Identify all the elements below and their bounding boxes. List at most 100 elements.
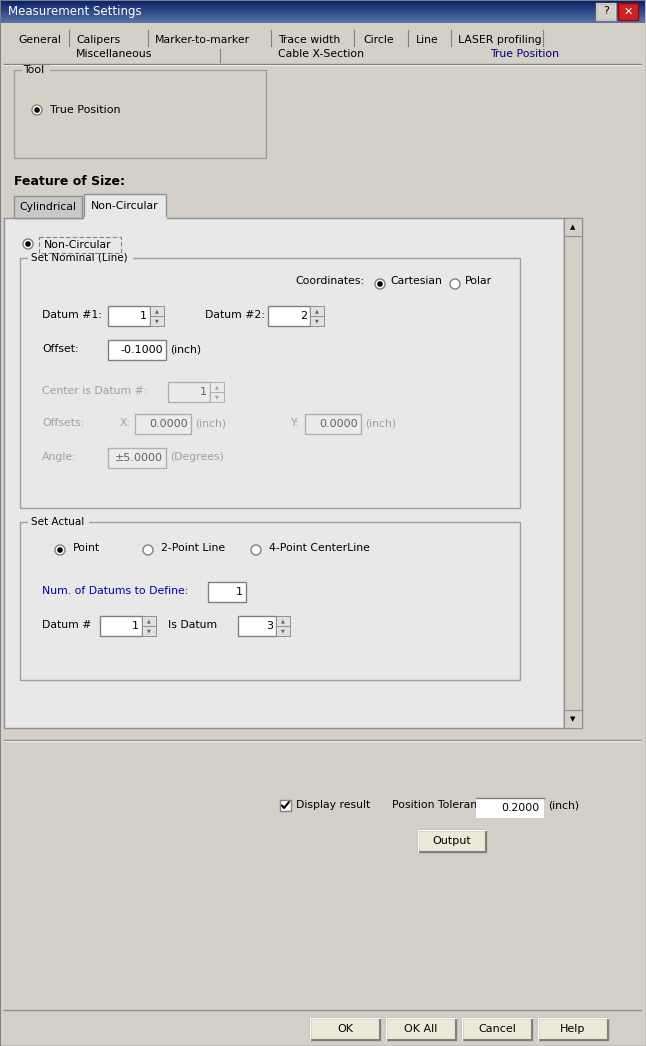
Bar (564, 710, 582, 728)
Text: 3: 3 (266, 621, 273, 631)
Bar (208, 582, 246, 602)
Text: Cable X-Section: Cable X-Section (278, 49, 364, 59)
Text: 2-Point Line: 2-Point Line (161, 543, 225, 553)
Text: General: General (18, 35, 61, 45)
Bar (20, 522, 520, 680)
Text: Display result: Display result (296, 800, 370, 810)
Bar (20, 258, 520, 508)
Text: 1: 1 (200, 387, 207, 397)
Text: OK All: OK All (404, 1024, 438, 1034)
Bar (210, 392, 224, 402)
Circle shape (23, 238, 33, 249)
Bar (14, 70, 266, 158)
Text: Feature of Size:: Feature of Size: (14, 175, 125, 188)
Bar (564, 218, 582, 728)
Circle shape (55, 545, 65, 555)
Circle shape (32, 105, 42, 115)
Bar (210, 382, 224, 392)
Text: 1: 1 (132, 621, 139, 631)
Text: Circle: Circle (363, 35, 393, 45)
Bar (150, 306, 164, 316)
Text: ±5.0000: ±5.0000 (115, 453, 163, 463)
Text: ?: ? (603, 6, 609, 17)
Text: ▼: ▼ (570, 717, 576, 722)
Text: ▲: ▲ (147, 618, 151, 623)
Text: ▲: ▲ (315, 309, 319, 314)
Text: Calipers: Calipers (76, 35, 120, 45)
Text: Datum #1:: Datum #1: (42, 310, 102, 320)
Bar (268, 306, 310, 326)
Text: ▼: ▼ (315, 318, 319, 323)
Bar (142, 626, 156, 636)
Text: Offsets:: Offsets: (42, 418, 84, 428)
Text: (inch): (inch) (548, 800, 579, 810)
Text: (inch): (inch) (365, 418, 396, 428)
Text: ▼: ▼ (215, 394, 219, 400)
Bar (14, 196, 82, 218)
Text: Non-Circular: Non-Circular (44, 240, 112, 250)
Circle shape (375, 279, 385, 289)
Text: Tool: Tool (23, 65, 44, 75)
Bar (39, 237, 121, 253)
Text: Output: Output (433, 836, 472, 846)
Bar (108, 448, 166, 468)
Bar (168, 382, 210, 402)
Text: ▲: ▲ (215, 385, 219, 389)
Bar (618, 3, 638, 20)
Bar (310, 316, 324, 326)
Bar (305, 414, 361, 434)
Bar (28, 253, 133, 263)
Text: Center is Datum #:: Center is Datum #: (42, 386, 147, 396)
Text: OK: OK (337, 1024, 353, 1034)
Text: Coordinates:: Coordinates: (295, 276, 364, 286)
Text: Num. of Datums to Define:: Num. of Datums to Define: (42, 586, 189, 596)
Text: ▼: ▼ (281, 629, 285, 634)
Circle shape (251, 545, 261, 555)
Bar (22, 65, 50, 75)
Circle shape (450, 279, 460, 289)
Text: ▲: ▲ (570, 224, 576, 230)
Text: (Degrees): (Degrees) (170, 452, 224, 462)
Text: 0.0000: 0.0000 (149, 419, 188, 429)
Text: ▲: ▲ (155, 309, 159, 314)
Bar (280, 800, 291, 811)
Text: (inch): (inch) (170, 344, 201, 354)
Text: (inch): (inch) (195, 418, 226, 428)
Text: 0.0000: 0.0000 (319, 419, 358, 429)
Text: Set Nominal (Line): Set Nominal (Line) (31, 253, 128, 263)
Text: Y:: Y: (290, 418, 298, 428)
Bar (596, 3, 616, 20)
Text: 1: 1 (140, 311, 147, 321)
Bar (4, 218, 564, 728)
Bar (310, 1018, 380, 1040)
Text: Cylindrical: Cylindrical (19, 202, 76, 212)
Text: Datum #: Datum # (42, 620, 91, 630)
Text: Miscellaneous: Miscellaneous (76, 49, 152, 59)
Text: ▼: ▼ (155, 318, 159, 323)
Circle shape (57, 547, 63, 552)
Bar (418, 829, 486, 852)
Bar (108, 306, 150, 326)
Circle shape (377, 281, 383, 287)
Text: ▼: ▼ (147, 629, 151, 634)
Bar (476, 798, 544, 818)
Bar (564, 218, 582, 236)
Circle shape (34, 107, 40, 113)
Text: Offset:: Offset: (42, 344, 79, 354)
Bar (276, 626, 290, 636)
Bar (135, 414, 191, 434)
Bar (538, 1018, 608, 1040)
Bar (142, 616, 156, 626)
Text: -0.1000: -0.1000 (120, 345, 163, 355)
Bar (310, 306, 324, 316)
Bar (150, 316, 164, 326)
Text: Datum #2:: Datum #2: (205, 310, 265, 320)
Bar (1, 27, 645, 65)
Bar (238, 616, 276, 636)
Text: Is Datum: Is Datum (168, 620, 217, 630)
Text: Measurement Settings: Measurement Settings (8, 5, 141, 19)
Text: Set Actual: Set Actual (31, 517, 84, 527)
Text: Position Tolerance:: Position Tolerance: (392, 800, 494, 810)
Text: Help: Help (560, 1024, 586, 1034)
Text: ▲: ▲ (281, 618, 285, 623)
